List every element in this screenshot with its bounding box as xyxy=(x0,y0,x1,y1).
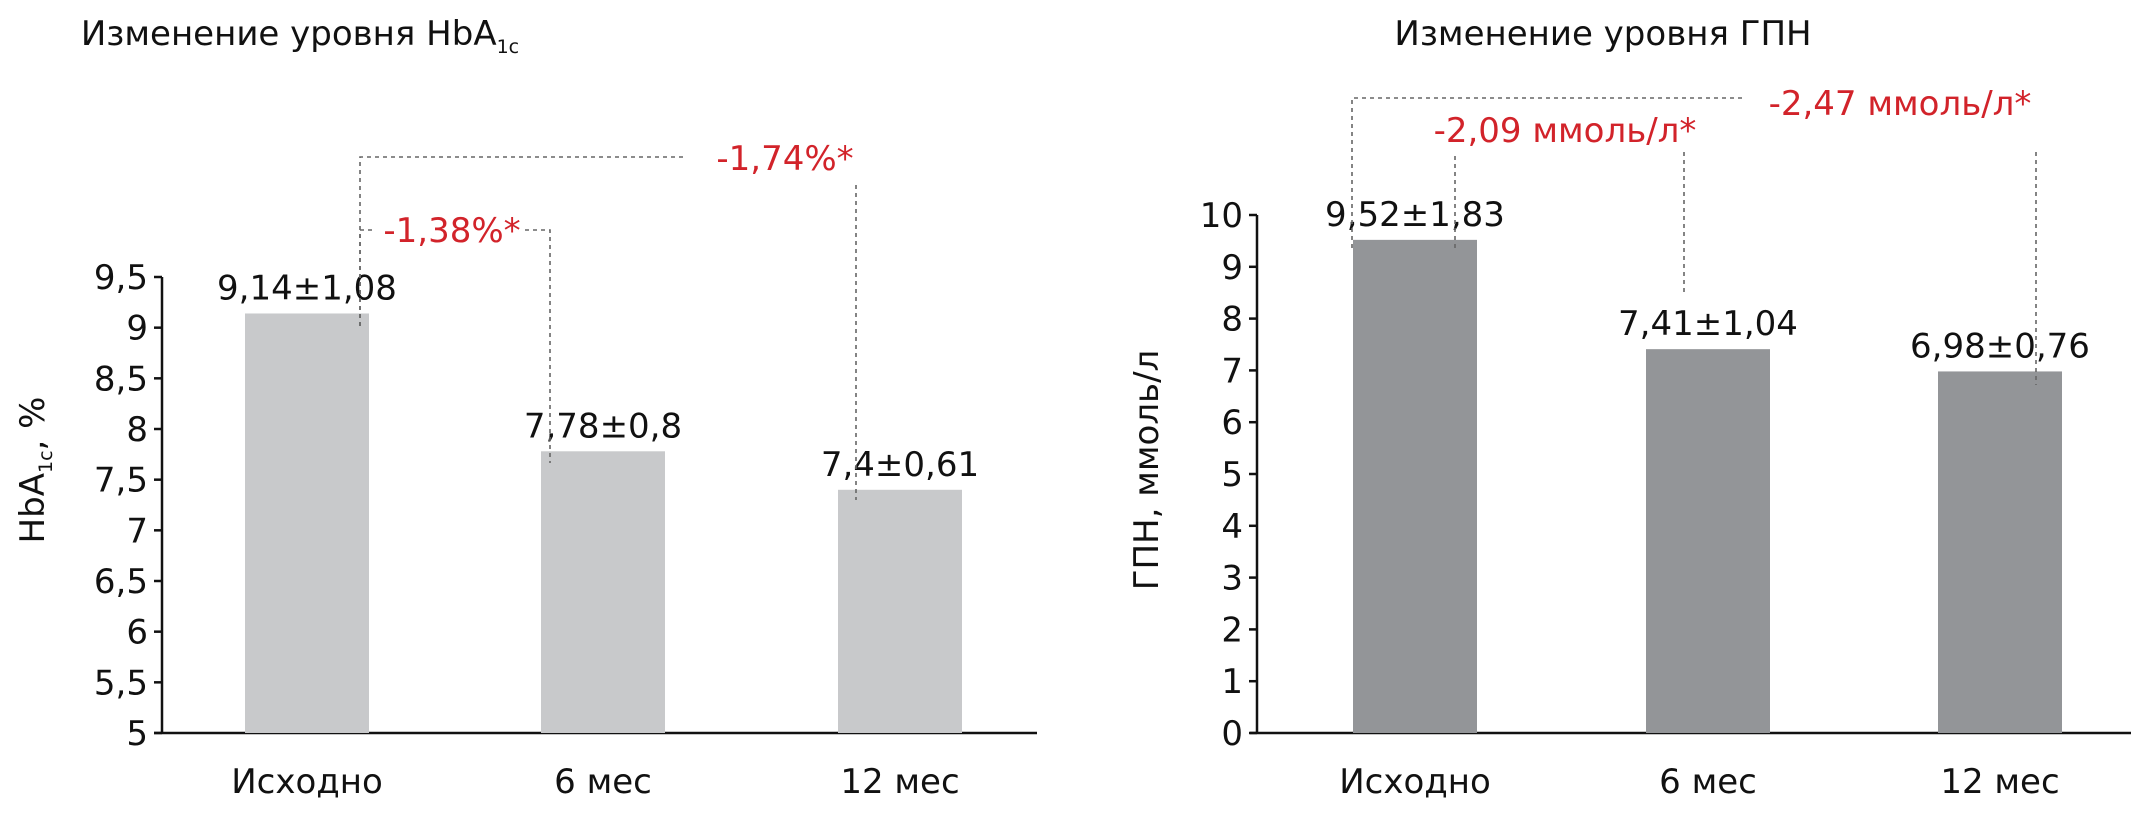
gpn-category-label: 6 мес xyxy=(1659,762,1757,802)
hba1c-data-label: 9,14±1,08 xyxy=(217,268,397,308)
hba1c-y-tick-label: 9 xyxy=(126,309,148,349)
gpn-data-label: 6,98±0,76 xyxy=(1910,326,2090,366)
gpn-bar xyxy=(1646,349,1770,733)
gpn-bar xyxy=(1938,371,2062,733)
hba1c-y-axis-label: HbA1c, % xyxy=(13,397,57,544)
hba1c-x-categories: Исходно 6 мес 12 мес xyxy=(231,762,959,802)
gpn-y-tick-label: 9 xyxy=(1221,248,1243,288)
hba1c-y-tick-label: 9,5 xyxy=(94,258,148,298)
hba1c-bar xyxy=(245,313,369,733)
gpn-bracket-12m-left xyxy=(1351,97,1742,248)
gpn-data-label: 9,52±1,83 xyxy=(1325,195,1505,235)
gpn-category-label: 12 мес xyxy=(1940,762,2059,802)
gpn-chart: Изменение уровня ГПН ГПН, ммоль/л 0 1 2 3 4 5… xyxy=(1127,14,2131,802)
gpn-annotations: -2,09 ммоль/л* -2,47 ммоль/л* xyxy=(1351,84,2037,385)
hba1c-bar xyxy=(541,451,665,733)
gpn-chart-title: Изменение уровня ГПН xyxy=(1394,14,1811,54)
hba1c-y-tick-label: 5 xyxy=(126,714,148,754)
gpn-y-tick-label: 0 xyxy=(1221,714,1243,754)
hba1c-annotations: -1,38%* -1,74%* xyxy=(359,139,857,500)
gpn-data-labels: 9,52±1,83 7,41±1,04 6,98±0,76 xyxy=(1325,195,2090,367)
gpn-bars xyxy=(1353,239,2062,733)
gpn-y-tick-label: 7 xyxy=(1221,351,1243,391)
hba1c-change-12m-label: -1,74%* xyxy=(716,139,853,179)
gpn-y-ticks: 0 1 2 3 4 5 6 7 8 9 10 xyxy=(1200,196,1257,754)
hba1c-y-tick-label: 6,5 xyxy=(94,562,148,602)
hba1c-change-6m-label: -1,38%* xyxy=(383,211,520,251)
gpn-y-tick-label: 4 xyxy=(1221,507,1243,547)
gpn-y-tick-label: 2 xyxy=(1221,610,1243,650)
hba1c-chart-title: Изменение уровня HbA1c xyxy=(81,14,519,58)
gpn-y-tick-label: 5 xyxy=(1221,455,1243,495)
hba1c-category-label: 6 мес xyxy=(554,762,652,802)
hba1c-y-tick-label: 8 xyxy=(126,410,148,450)
hba1c-category-label: Исходно xyxy=(231,762,383,802)
hba1c-y-tick-label: 7 xyxy=(126,511,148,551)
hba1c-data-label: 7,78±0,8 xyxy=(524,406,682,446)
hba1c-bracket-6m-left xyxy=(359,229,375,326)
gpn-category-label: Исходно xyxy=(1339,762,1491,802)
hba1c-y-tick-label: 6 xyxy=(126,613,148,653)
gpn-change-12m-label: -2,47 ммоль/л* xyxy=(1769,84,2032,124)
gpn-bar xyxy=(1353,239,1477,733)
hba1c-y-ticks: 5 5,5 6 6,5 7 7,5 8 8,5 9 9,5 xyxy=(94,258,162,754)
gpn-y-tick-label: 1 xyxy=(1221,662,1243,702)
gpn-x-categories: Исходно 6 мес 12 мес xyxy=(1339,762,2059,802)
hba1c-y-tick-label: 5,5 xyxy=(94,663,148,703)
hba1c-bars xyxy=(245,313,962,733)
hba1c-bar xyxy=(838,489,962,733)
hba1c-bracket-6m-right xyxy=(525,229,551,463)
hba1c-category-label: 12 мес xyxy=(840,762,959,802)
hba1c-chart: Изменение уровня HbA1c HbA1c, % 5 5,5 6 6,5… xyxy=(13,14,1037,802)
gpn-y-tick-label: 8 xyxy=(1221,300,1243,340)
hba1c-data-labels: 9,14±1,08 7,78±0,8 7,4±0,61 xyxy=(217,268,979,484)
gpn-y-axis-label: ГПН, ммоль/л xyxy=(1127,350,1167,591)
hba1c-y-tick-label: 7,5 xyxy=(94,461,148,501)
hba1c-y-tick-label: 8,5 xyxy=(94,359,148,399)
gpn-y-tick-label: 10 xyxy=(1200,196,1243,236)
hba1c-data-label: 7,4±0,61 xyxy=(821,445,979,485)
gpn-change-6m-label: -2,09 ммоль/л* xyxy=(1434,111,1697,151)
gpn-y-tick-label: 6 xyxy=(1221,403,1243,443)
gpn-data-label: 7,41±1,04 xyxy=(1618,304,1798,344)
gpn-y-tick-label: 3 xyxy=(1221,559,1243,599)
